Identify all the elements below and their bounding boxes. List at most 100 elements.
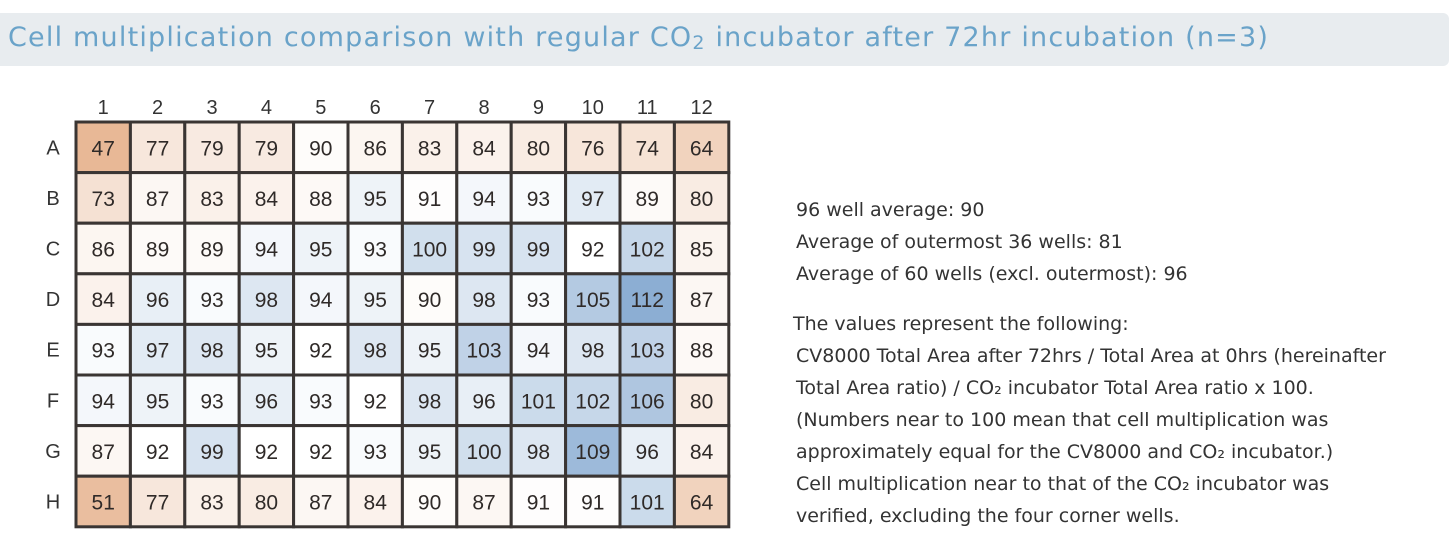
- note-line: The values represent the following:: [793, 313, 1129, 335]
- cell-value: 88: [690, 340, 713, 363]
- cell-value: 101: [521, 390, 556, 413]
- column-label: 4: [261, 97, 272, 119]
- cell-value: 94: [255, 239, 279, 262]
- note-line: Cell multiplication near to that of the …: [796, 473, 1330, 495]
- heatmap-cell: [74, 120, 132, 175]
- column-label: 5: [315, 97, 326, 119]
- cell-value: 90: [418, 492, 441, 515]
- cell-value: 99: [200, 441, 223, 464]
- heatmap-cell: [128, 120, 187, 175]
- cell-value: 73: [92, 188, 115, 211]
- column-label: 2: [152, 97, 163, 119]
- cell-value: 74: [636, 137, 660, 160]
- cell-value: 83: [418, 137, 441, 160]
- heatmap-cell: [183, 373, 241, 428]
- note-line: Total Area ratio) / CO₂ incubator Total …: [796, 377, 1314, 399]
- cell-value: 80: [255, 492, 278, 515]
- heatmap-cell: [346, 474, 404, 529]
- cell-value: 87: [92, 441, 115, 464]
- column-label: 12: [690, 97, 712, 119]
- note-line: (Numbers near to 100 mean that cell mult…: [796, 409, 1329, 431]
- row-label: H: [46, 492, 60, 514]
- title-subscript: 2: [692, 32, 706, 54]
- cell-value: 93: [200, 390, 223, 413]
- heatmap-cell: [672, 171, 731, 225]
- cell-value: 112: [630, 289, 663, 312]
- heatmap-cell: [237, 474, 296, 529]
- heatmap-cell: [564, 221, 622, 276]
- cell-value: 105: [575, 289, 610, 312]
- cell-value: 64: [690, 137, 714, 160]
- heatmap-cell: [672, 221, 731, 276]
- column-label: 6: [370, 97, 381, 119]
- chart-title: Cell multiplication comparison with regu…: [8, 22, 1269, 54]
- cell-value: 84: [364, 492, 388, 515]
- cell-value: 98: [200, 340, 223, 363]
- cell-value: 94: [309, 289, 333, 312]
- cell-value: 87: [146, 188, 169, 211]
- heatmap-cell: [346, 171, 404, 225]
- cell-value: 87: [472, 492, 495, 515]
- cell-value: 96: [472, 390, 495, 413]
- column-label: 3: [206, 97, 217, 119]
- heatmap-cell: [672, 322, 731, 377]
- cell-value: 98: [527, 441, 550, 464]
- cell-value: 91: [581, 492, 604, 515]
- heatmap-cell: [292, 322, 350, 377]
- title-text-end: incubator after 72hr incubation (n=3): [705, 22, 1270, 53]
- cell-value: 90: [309, 137, 332, 160]
- heatmap-cell: [346, 322, 404, 377]
- cell-value: 86: [92, 239, 115, 262]
- heatmap-cell: [672, 474, 731, 529]
- row-label: C: [46, 239, 60, 261]
- cell-value: 76: [581, 137, 604, 160]
- cell-value: 98: [418, 390, 441, 413]
- heatmap-cell: [618, 474, 676, 529]
- heatmap-cell: [74, 373, 132, 428]
- cell-value: 79: [200, 137, 223, 160]
- cell-value: 47: [92, 137, 115, 160]
- cell-value: 95: [309, 239, 332, 262]
- heatmap-cell: [292, 474, 350, 529]
- cell-value: 80: [527, 137, 550, 160]
- cell-value: 99: [472, 239, 495, 262]
- heatmap-cell: [74, 221, 132, 276]
- column-label: 7: [424, 97, 435, 119]
- heatmap-cell: [292, 221, 350, 276]
- cell-value: 77: [146, 137, 169, 160]
- cell-value: 93: [200, 289, 223, 312]
- row-label: G: [45, 441, 61, 463]
- note-line: CV8000 Total Area after 72hrs / Total Ar…: [796, 345, 1386, 367]
- cell-value: 90: [418, 289, 441, 312]
- cell-value: 93: [364, 441, 387, 464]
- cell-value: 79: [255, 137, 278, 160]
- cell-value: 96: [255, 390, 278, 413]
- cell-value: 85: [690, 239, 713, 262]
- row-label: A: [46, 137, 60, 159]
- row-label: F: [47, 390, 59, 412]
- cell-value: 83: [200, 492, 223, 515]
- cell-value: 97: [146, 340, 169, 363]
- cell-value: 84: [92, 289, 116, 312]
- heatmap-cell: [346, 424, 404, 478]
- cell-value: 100: [412, 239, 447, 262]
- cell-value: 88: [309, 188, 332, 211]
- cell-value: 51: [92, 492, 115, 515]
- cell-value: 94: [472, 188, 496, 211]
- heatmap-cell: [509, 373, 568, 428]
- cell-value: 103: [466, 340, 501, 363]
- cell-value: 103: [630, 340, 665, 363]
- cell-value: 98: [472, 289, 495, 312]
- summary-line: Average of outermost 36 wells: 81: [796, 231, 1123, 253]
- heatmap-cell: [618, 322, 676, 377]
- cell-value: 92: [255, 441, 278, 464]
- heatmap-cell: [346, 272, 404, 326]
- cell-value: 99: [527, 239, 550, 262]
- heatmap-cell: [400, 322, 459, 377]
- column-label: 8: [478, 97, 489, 119]
- cell-value: 102: [630, 239, 665, 262]
- heatmap-cell: [237, 424, 296, 478]
- summary-line: Average of 60 wells (excl. outermost): 9…: [796, 263, 1188, 285]
- row-label: B: [46, 188, 59, 210]
